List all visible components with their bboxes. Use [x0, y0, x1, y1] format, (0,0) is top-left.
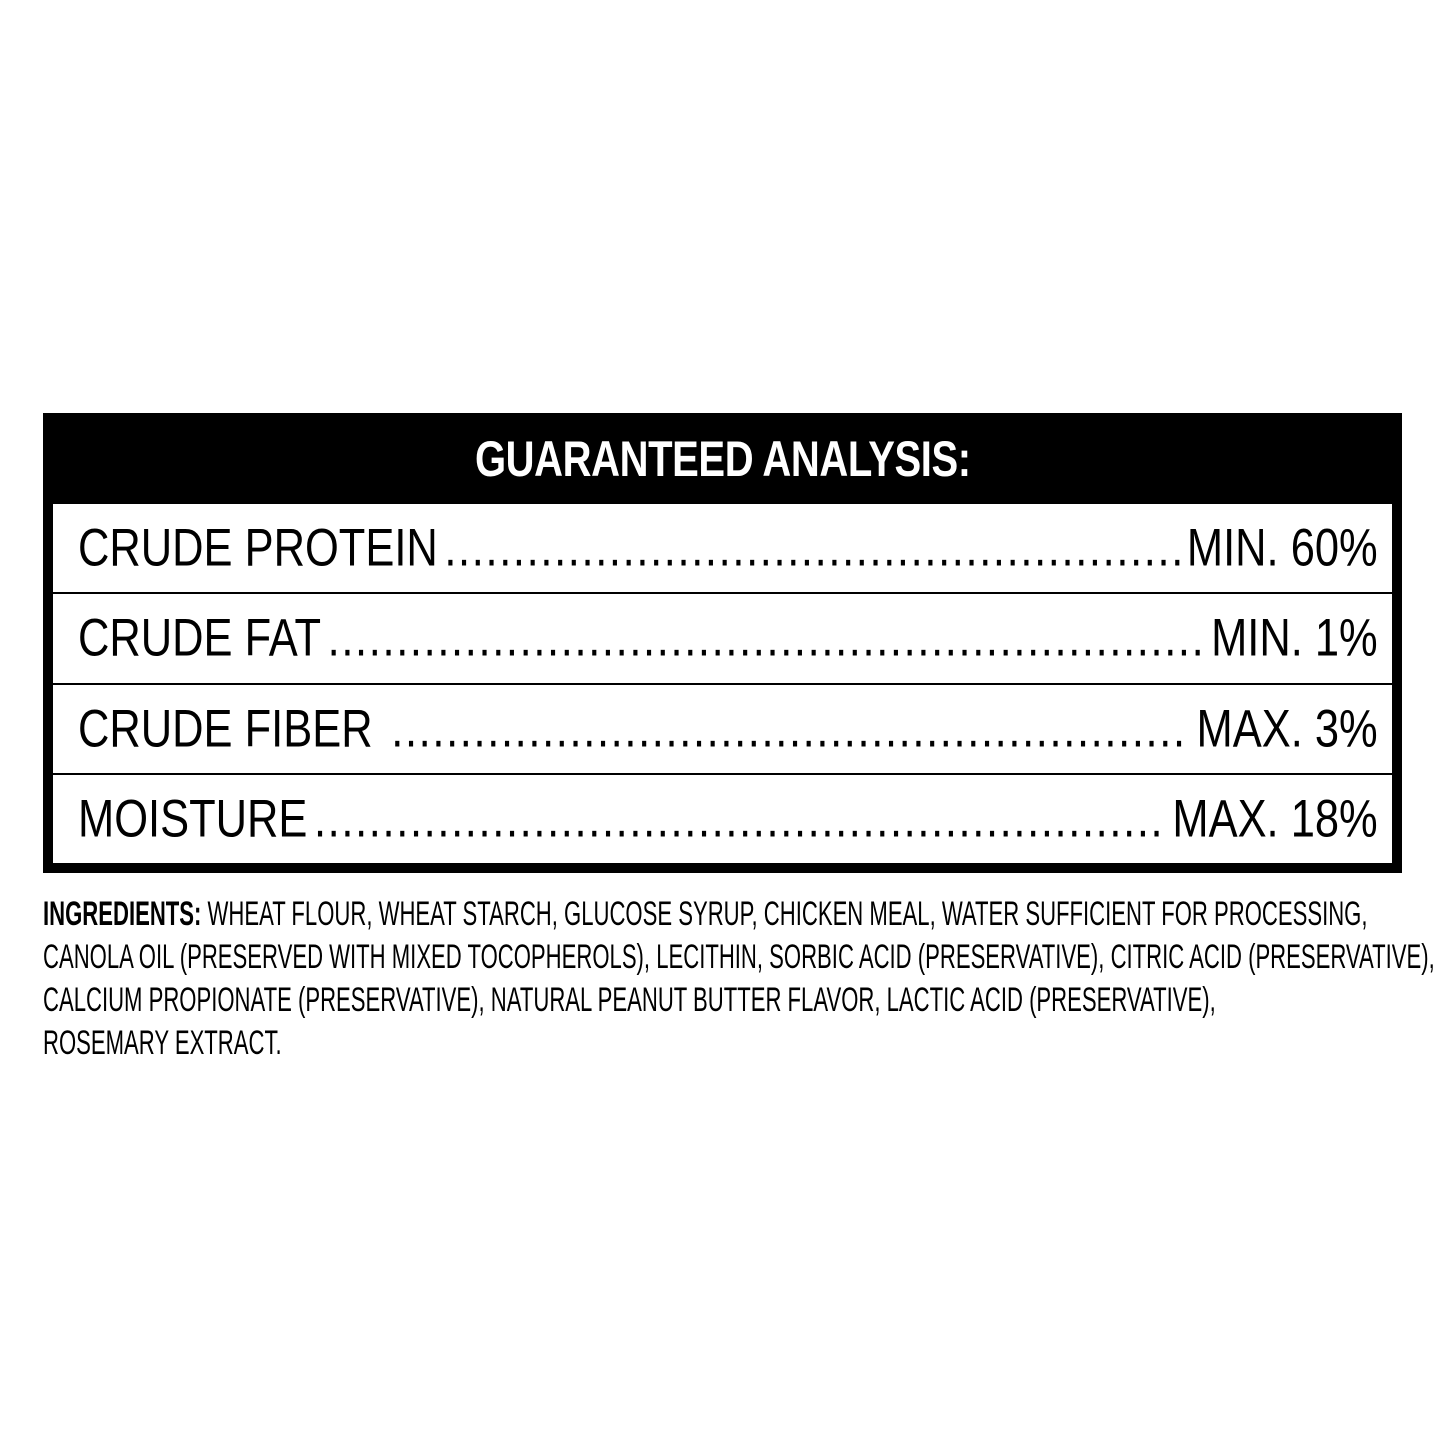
- table-row: CRUDE FAT...............................…: [53, 594, 1392, 683]
- nutrient-value: MIN. 1%: [1211, 608, 1378, 668]
- nutrient-label: CRUDE FAT: [78, 608, 322, 668]
- nutrient-value: MIN. 60%: [1186, 518, 1378, 578]
- nutrient-label: CRUDE FIBER: [78, 699, 385, 759]
- dot-leader: ........................................…: [444, 518, 1180, 578]
- table-header: GUARANTEED ANALYSIS:: [43, 413, 1402, 504]
- table-row: CRUDE PROTEIN...........................…: [53, 504, 1392, 593]
- ingredients-list: INGREDIENTS: WHEAT FLOUR, WHEAT STARCH, …: [43, 893, 1435, 1065]
- nutrient-value: MAX. 18%: [1172, 789, 1378, 849]
- table-title: GUARANTEED ANALYSIS:: [474, 430, 971, 487]
- table-row: CRUDE FIBER ............................…: [53, 684, 1392, 773]
- ingredients-line: INGREDIENTS: WHEAT FLOUR, WHEAT STARCH, …: [43, 893, 1415, 936]
- dot-leader: ........................................…: [313, 789, 1166, 849]
- ingredients-line: CALCIUM PROPIONATE (PRESERVATIVE), NATUR…: [43, 981, 1216, 1019]
- ingredients-text: WHEAT FLOUR, WHEAT STARCH, GLUCOSE SYRUP…: [201, 895, 1368, 933]
- guaranteed-analysis-table: GUARANTEED ANALYSIS: CRUDE PROTEIN......…: [43, 413, 1402, 873]
- ingredients-heading: INGREDIENTS:: [43, 895, 202, 933]
- nutrient-value: MAX. 3%: [1196, 699, 1378, 759]
- dot-leader: ........................................…: [327, 608, 1205, 668]
- nutrient-label: CRUDE PROTEIN: [78, 518, 438, 578]
- ingredients-line: CANOLA OIL (PRESERVED WITH MIXED TOCOPHE…: [43, 938, 1435, 976]
- nutrient-label: MOISTURE: [78, 789, 308, 849]
- ingredients-line: ROSEMARY EXTRACT.: [43, 1024, 282, 1062]
- table-row: MOISTURE................................…: [53, 774, 1392, 863]
- dot-leader: ........................................…: [391, 699, 1190, 759]
